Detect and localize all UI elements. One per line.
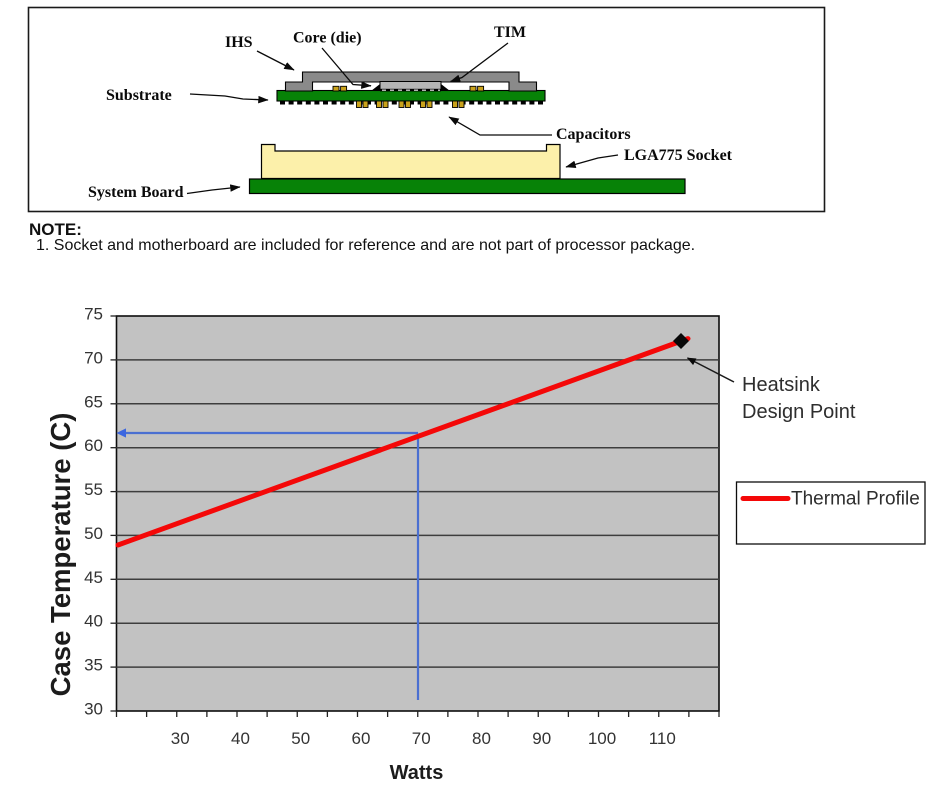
svg-text:50: 50 <box>291 729 310 748</box>
svg-text:Heatsink: Heatsink <box>742 374 821 396</box>
svg-text:Core (die): Core (die) <box>293 30 362 47</box>
svg-text:60: 60 <box>84 436 103 455</box>
svg-text:45: 45 <box>84 568 103 587</box>
svg-text:Watts: Watts <box>390 762 444 784</box>
svg-text:75: 75 <box>84 305 103 324</box>
svg-text:30: 30 <box>84 700 103 719</box>
svg-text:80: 80 <box>472 729 491 748</box>
svg-text:60: 60 <box>352 729 371 748</box>
svg-text:System Board: System Board <box>88 184 184 201</box>
svg-text:Substrate: Substrate <box>106 87 172 104</box>
svg-text:LGA775 Socket: LGA775 Socket <box>624 147 733 164</box>
svg-text:50: 50 <box>84 524 103 543</box>
svg-text:Thermal Profile: Thermal Profile <box>791 489 920 510</box>
svg-text:TIM: TIM <box>494 24 526 41</box>
svg-text:90: 90 <box>532 729 551 748</box>
svg-text:Case Temperature (C): Case Temperature (C) <box>45 413 76 697</box>
svg-text:65: 65 <box>84 392 103 411</box>
svg-text:40: 40 <box>84 612 103 631</box>
svg-text:Design Point: Design Point <box>742 401 856 423</box>
svg-text:70: 70 <box>412 729 431 748</box>
svg-text:30: 30 <box>171 729 190 748</box>
svg-text:1. Socket and motherboard are: 1. Socket and motherboard are included f… <box>36 237 695 254</box>
svg-text:100: 100 <box>588 729 616 748</box>
svg-text:Capacitors: Capacitors <box>556 126 631 143</box>
svg-text:IHS: IHS <box>225 34 253 51</box>
svg-text:55: 55 <box>84 480 103 499</box>
svg-text:110: 110 <box>649 729 676 748</box>
svg-text:40: 40 <box>231 729 250 748</box>
svg-text:35: 35 <box>84 656 103 675</box>
svg-text:70: 70 <box>84 348 103 367</box>
svg-text:NOTE:: NOTE: <box>29 220 82 239</box>
